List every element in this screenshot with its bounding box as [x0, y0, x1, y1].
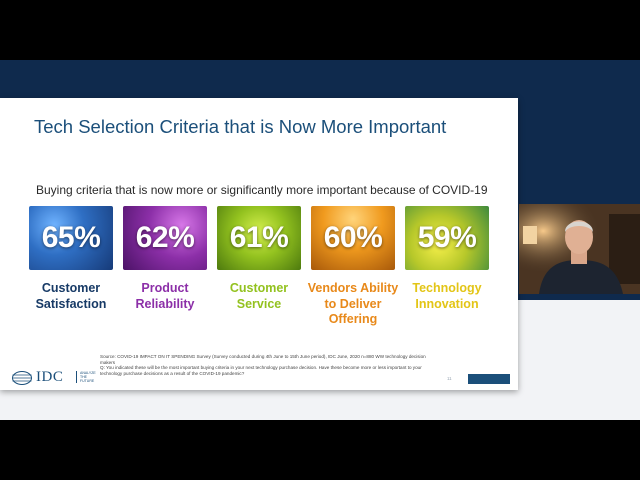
presenter-webcam [519, 204, 640, 294]
criteria-tile-technology-innovation: 59% [405, 206, 489, 270]
criteria-label: Product Reliability [135, 281, 195, 311]
footer-accent-block [468, 374, 510, 384]
criteria-tile-customer-service: 61% [217, 206, 301, 270]
criteria-tile-customer-satisfaction: 65% [29, 206, 113, 270]
criteria-percent: 61% [229, 221, 289, 254]
survey-question: Q: You indicated these will be the most … [100, 365, 422, 376]
letterbox-bottom [0, 420, 640, 480]
criteria-percent: 62% [135, 221, 195, 254]
criteria-percent: 59% [417, 221, 477, 254]
slide-title: Tech Selection Criteria that is Now More… [34, 116, 447, 137]
idc-globe-icon [12, 371, 32, 385]
source-text: Source: COVID-19 IMPACT ON IT SPENDING S… [100, 354, 426, 365]
letterbox-top [0, 0, 640, 60]
source-footnote: Source: COVID-19 IMPACT ON IT SPENDING S… [100, 354, 440, 376]
criteria-tile-product-reliability: 62% [123, 206, 207, 270]
presentation-slide: Tech Selection Criteria that is Now More… [0, 98, 518, 390]
criteria-percent: 60% [323, 221, 383, 254]
presenter-video-icon [519, 204, 640, 294]
criteria-label: Technology Innovation [412, 281, 482, 311]
idc-logo: IDC [36, 369, 64, 385]
idc-logo-tagline: ANALYZE THE FUTURE [76, 371, 100, 383]
slide-subtitle: Buying criteria that is now more or sign… [36, 183, 488, 197]
slide-page-number: 11 [447, 376, 452, 381]
criteria-label: Customer Service [229, 281, 289, 311]
criteria-tile-vendors-ability: 60% [311, 206, 395, 270]
criteria-percent: 65% [41, 221, 101, 254]
criteria-label: Customer Satisfaction [35, 281, 107, 311]
criteria-label: Vendors Ability to Deliver Offering [307, 281, 399, 326]
